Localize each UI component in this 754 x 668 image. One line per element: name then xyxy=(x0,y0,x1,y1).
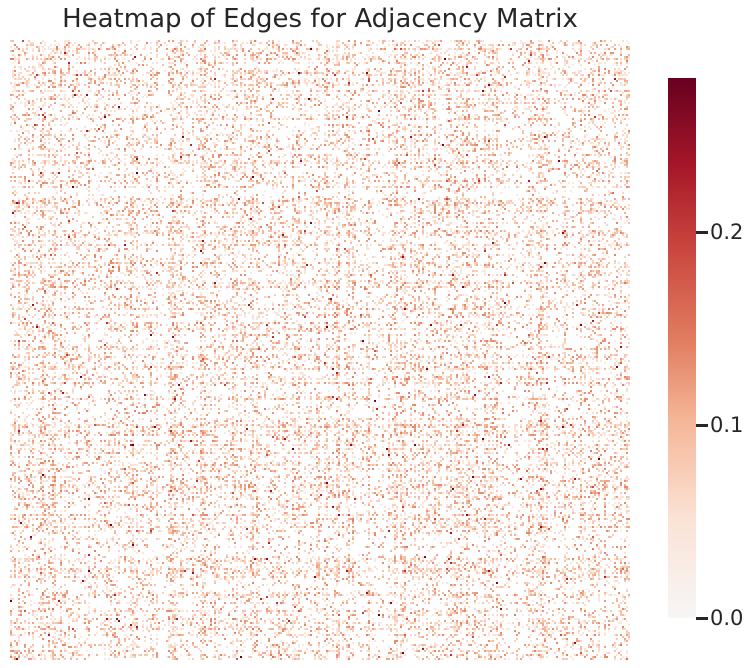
colorbar xyxy=(668,78,696,618)
colorbar-tick-mark xyxy=(696,230,708,234)
colorbar-tick-label: 0.2 xyxy=(710,220,744,245)
colorbar-tick-label: 0.0 xyxy=(710,606,744,630)
colorbar-tick-mark xyxy=(696,616,708,620)
colorbar-tick-mark xyxy=(696,423,708,427)
colorbar-axis: 0.0 0.1 0.2 xyxy=(696,78,754,630)
chart-title: Heatmap of Edges for Adjacency Matrix xyxy=(62,4,578,34)
heatmap-cells xyxy=(10,40,630,660)
colorbar-tick-label: 0.1 xyxy=(710,413,744,438)
